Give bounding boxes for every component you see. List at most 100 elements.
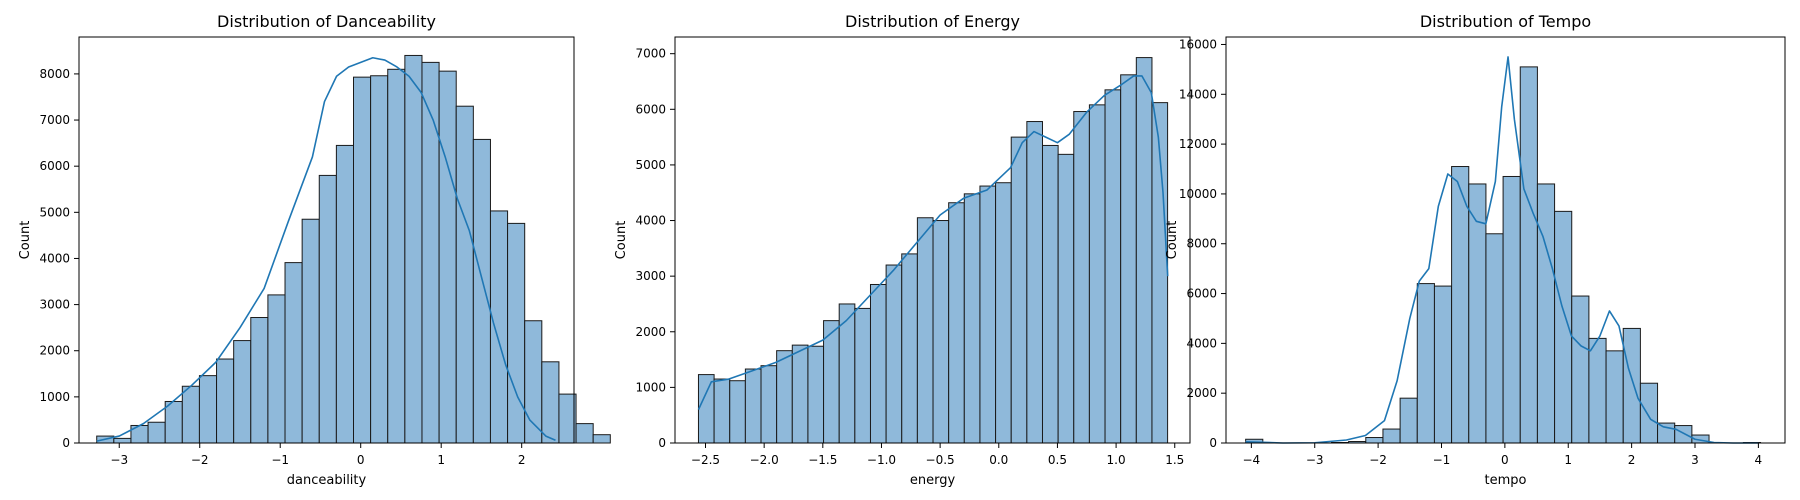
histogram-bar (932, 220, 950, 444)
histogram-bar (1365, 437, 1384, 444)
y-axis-label: Count (1165, 221, 1180, 260)
y-tick-label: 0 (658, 436, 666, 450)
x-tick-label: −0.5 (926, 453, 955, 467)
histogram-bar (507, 222, 526, 444)
y-tick-label: 2000 (1186, 386, 1217, 400)
histogram-bar (901, 253, 918, 444)
histogram-bar (198, 375, 218, 444)
histogram-bar (267, 294, 286, 444)
histogram-bars (1245, 66, 1762, 444)
histogram-bar (147, 421, 166, 444)
y-tick-label: 6000 (39, 159, 70, 173)
y-tick-label: 5000 (635, 158, 666, 172)
histogram-bar (1657, 422, 1676, 444)
axes-frame (78, 36, 575, 444)
y-tick-label: 4000 (635, 214, 666, 228)
x-tick-label: −3 (1306, 453, 1324, 467)
histogram-bar (421, 61, 440, 444)
histogram-bar (697, 374, 715, 444)
histogram-bars (96, 54, 611, 444)
x-tick-label: 0.0 (989, 453, 1008, 467)
x-axis-label: tempo (1485, 473, 1527, 488)
histogram-bar (823, 320, 840, 444)
histogram-bar (113, 437, 132, 444)
histogram-bar (370, 75, 389, 444)
y-tick-label: 1000 (635, 380, 666, 394)
x-axis-label: energy (910, 473, 956, 488)
histogram-bar (744, 368, 762, 444)
histogram-bar (885, 264, 903, 444)
y-tick-label: 0 (1209, 436, 1217, 450)
histogram-bar (1674, 425, 1693, 444)
histogram-bar (558, 393, 577, 444)
y-axis-label: Count (18, 221, 33, 260)
histogram-bar (1485, 233, 1504, 444)
y-tick-label: 14000 (1179, 87, 1217, 101)
y-tick-label: 7000 (635, 47, 666, 61)
x-tick-label: −2.0 (750, 453, 779, 467)
y-tick-label: 3000 (635, 269, 666, 283)
x-tick-label: 1.0 (1107, 453, 1126, 467)
y-tick-label: 7000 (39, 113, 70, 127)
histogram-bar (301, 218, 320, 444)
histogram-bar (335, 144, 355, 444)
histogram-bar (575, 423, 594, 444)
x-tick-label: 3 (1691, 453, 1699, 467)
x-tick-label: −1 (1433, 453, 1451, 467)
y-axis-label: Count (614, 221, 629, 260)
x-tick-label: −1.5 (808, 453, 837, 467)
histogram-bar (472, 138, 491, 444)
histogram-bar (1451, 166, 1470, 444)
x-axis-label: danceability (287, 473, 367, 488)
x-tick-label: 2 (518, 453, 526, 467)
y-tick-label: 4000 (1186, 336, 1217, 350)
x-tick-label: 0 (357, 453, 365, 467)
y-tick-label: 10000 (1179, 187, 1217, 201)
x-tick-label: −3 (110, 453, 128, 467)
kde-line (697, 75, 1169, 410)
histogram-bar (233, 340, 252, 444)
chart-2: −2.5 −2.0 −1.5 −1.0 −0.5 0.0 0.5 1.0 1.5 0 1000 200… (614, 12, 1191, 488)
histogram-bar (1571, 295, 1590, 444)
x-tick-label: 4 (1755, 453, 1763, 467)
histogram-bar (963, 193, 981, 444)
y-tick-label: 1000 (39, 390, 70, 404)
chart-title: Distribution of Tempo (1420, 12, 1591, 31)
histogram-bar (1010, 136, 1028, 444)
histogram-bar (489, 210, 509, 444)
axes-frame (1225, 36, 1786, 444)
y-tick-label: 6000 (635, 102, 666, 116)
chart-3: −4 −3 −2 −1 0 1 2 3 4 0 2000 4000 6000 8000 10000 12000… (1165, 12, 1786, 488)
axes-frame (674, 36, 1191, 444)
histogram-bar (1026, 121, 1043, 444)
x-tick-label: 1 (1564, 453, 1572, 467)
histogram-bar (1104, 89, 1122, 444)
histogram-bar (592, 434, 611, 444)
x-tick-label: −2 (191, 453, 209, 467)
histogram-bar (1519, 66, 1538, 444)
histogram-bar (854, 307, 871, 444)
x-tick-label: −4 (1242, 453, 1260, 467)
x-tick-label: −2.5 (691, 453, 720, 467)
histogram-bar (1088, 104, 1106, 444)
x-tick-label: 1 (437, 453, 445, 467)
x-tick-label: −1.0 (867, 453, 896, 467)
y-tick-label: 5000 (39, 205, 70, 219)
histogram-bar (995, 182, 1012, 444)
y-tick-label: 6000 (1186, 287, 1217, 301)
histogram-bar (318, 174, 337, 444)
y-tick-label: 2000 (635, 325, 666, 339)
histogram-bar (1605, 350, 1624, 444)
histogram-bar (1057, 153, 1075, 444)
histogram-bar (1502, 175, 1521, 444)
chart-title: Distribution of Danceability (217, 12, 436, 31)
histogram-bar (1073, 111, 1090, 444)
kde-line (1245, 56, 1759, 444)
histogram-bar (541, 361, 560, 444)
y-tick-label: 12000 (1179, 137, 1217, 151)
y-tick-label: 16000 (1179, 37, 1217, 51)
histogram-bar (181, 385, 200, 444)
histogram-bar (948, 202, 965, 444)
y-tick-label: 4000 (39, 251, 70, 265)
